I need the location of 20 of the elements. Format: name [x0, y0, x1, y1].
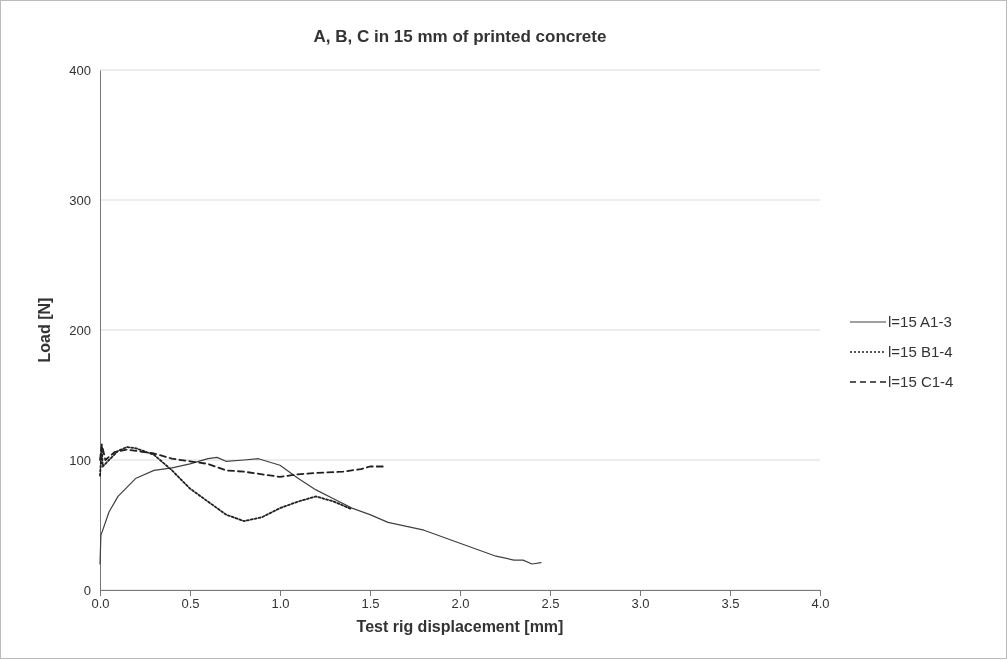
x-tick-label: 0.5 — [181, 596, 200, 612]
x-tick-label: 0.0 — [91, 596, 110, 612]
y-tick-label: 400 — [69, 62, 91, 78]
y-tick-label: 0 — [83, 582, 91, 598]
x-axis-title: Test rig displacement [mm] — [356, 618, 564, 635]
y-tick-label: 300 — [69, 192, 91, 208]
x-tick-label: 3.5 — [721, 596, 740, 612]
legend-label: l=15 A1-3 — [888, 313, 952, 331]
x-tick-label: 4.0 — [811, 596, 830, 612]
legend-label: l=15 B1-4 — [888, 343, 953, 361]
x-tick-label: 3.0 — [631, 596, 650, 612]
chart-title: A, B, C in 15 mm of printed concrete — [313, 27, 607, 46]
legend-label: l=15 C1-4 — [888, 373, 954, 391]
y-axis-title: Load [N] — [36, 297, 53, 363]
y-tick-label: 100 — [69, 452, 91, 468]
y-tick-label: 200 — [69, 322, 91, 338]
x-tick-label: 1.5 — [361, 596, 380, 612]
x-tick-label: 1.0 — [271, 596, 290, 612]
x-tick-label: 2.5 — [541, 596, 560, 612]
x-tick-label: 2.0 — [451, 596, 470, 612]
